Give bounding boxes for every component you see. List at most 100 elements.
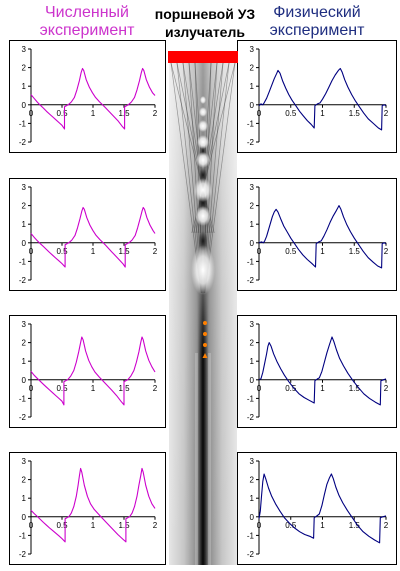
x-tick-label: 0 (29, 384, 34, 393)
y-tick-label: 0 (22, 239, 27, 248)
y-tick-label: 1 (22, 220, 27, 229)
x-tick-label: 1 (91, 247, 96, 256)
y-tick-label: 3 (250, 320, 255, 329)
x-tick-label: 2 (384, 109, 389, 118)
y-tick-label: 1 (250, 494, 255, 503)
waveform-line (258, 336, 387, 406)
x-tick-label: 0 (29, 109, 34, 118)
x-tick-label: 1 (320, 247, 325, 256)
x-tick-label: 0 (257, 109, 262, 118)
y-tick-label: 1 (250, 82, 255, 91)
y-tick-label: 3 (250, 45, 255, 54)
y-tick-label: 1 (250, 357, 255, 366)
numerical-plot-3: 3 2 1 0 -1 -2 0 0.5 1 1.5 2 (9, 315, 166, 428)
y-tick-label: -2 (19, 413, 27, 422)
numerical-experiment-heading: Численный эксперимент (0, 4, 174, 40)
waveform-line (258, 473, 387, 544)
physical-plot-3: 3 2 1 0 -1 -2 0 0.5 1 1.5 2 (237, 315, 397, 428)
y-tick-label: 2 (250, 339, 255, 348)
emitter-bar (168, 51, 238, 63)
y-tick-label: -2 (247, 413, 255, 422)
beam-bright-spot (194, 178, 212, 202)
x-tick-label: 0.5 (285, 384, 297, 393)
y-tick-label: -2 (247, 550, 255, 559)
beam-axis-dark-line (169, 283, 237, 565)
physical-heading-line1: Физический (273, 4, 361, 21)
x-tick-label: 0 (257, 521, 262, 530)
x-tick-label: 1 (320, 384, 325, 393)
numerical-plot-1: 3 2 1 0 -1 -2 0 0.5 1 1.5 2 (9, 40, 166, 153)
waveform-line (258, 67, 387, 131)
x-tick-label: 0.5 (285, 247, 297, 256)
y-tick-label: -1 (247, 119, 255, 128)
x-tick-label: 0.5 (56, 247, 68, 256)
waveform-line (30, 336, 156, 406)
x-tick-label: 1 (320, 521, 325, 530)
y-tick-label: 2 (22, 202, 27, 211)
x-tick-label: 0.5 (56, 109, 68, 118)
x-tick-label: 2 (153, 521, 158, 530)
x-tick-label: 2 (384, 384, 389, 393)
x-tick-label: 0 (257, 384, 262, 393)
y-tick-label: -1 (19, 394, 27, 403)
y-tick-label: 0 (250, 376, 255, 385)
physical-experiment-heading: Физический эксперимент (237, 4, 397, 40)
y-tick-label: 1 (22, 82, 27, 91)
beam-focal-spot (191, 245, 215, 295)
physical-heading-line2: эксперимент (269, 22, 365, 39)
y-tick-label: -2 (19, 276, 27, 285)
y-tick-label: -2 (247, 276, 255, 285)
waveform-line (30, 467, 156, 543)
emitter-heading-line1: поршневой УЗ (154, 6, 256, 22)
y-tick-label: 3 (22, 45, 27, 54)
x-tick-label: 1 (91, 109, 96, 118)
x-tick-label: 1.5 (118, 521, 130, 530)
focus-marker (203, 332, 207, 336)
x-tick-label: 2 (384, 521, 389, 530)
y-tick-label: -1 (247, 531, 255, 540)
numerical-plot-4: 3 2 1 0 -1 -2 0 0.5 1 1.5 2 (9, 452, 166, 565)
beam-bright-spot (195, 206, 211, 226)
beam-bright-spot (200, 96, 206, 104)
numerical-plot-2: 3 2 1 0 -1 -2 0 0.5 1 1.5 2 (9, 178, 166, 291)
y-tick-label: 0 (250, 513, 255, 522)
x-tick-label: 1.5 (349, 109, 361, 118)
x-tick-label: 1 (91, 521, 96, 530)
focus-marker (203, 321, 207, 325)
y-tick-label: 2 (22, 64, 27, 73)
y-tick-label: -1 (19, 119, 27, 128)
x-tick-label: 1 (91, 384, 96, 393)
x-tick-label: 2 (153, 109, 158, 118)
y-tick-label: -2 (19, 550, 27, 559)
emitter-heading-line2: излучатель (165, 24, 245, 40)
y-tick-label: 1 (22, 357, 27, 366)
x-tick-label: 2 (153, 384, 158, 393)
beam-bright-spot (198, 120, 208, 132)
x-tick-label: 0.5 (56, 521, 68, 530)
y-tick-label: 2 (22, 476, 27, 485)
y-tick-label: 1 (22, 494, 27, 503)
x-tick-label: 0 (29, 521, 34, 530)
y-tick-label: 3 (250, 457, 255, 466)
y-tick-label: 3 (22, 183, 27, 192)
beam-bright-spot (196, 152, 210, 168)
focus-marker (203, 343, 207, 347)
y-tick-label: 2 (250, 202, 255, 211)
y-tick-label: 3 (22, 457, 27, 466)
x-tick-label: 2 (153, 247, 158, 256)
beam-bright-spot (199, 107, 207, 117)
y-tick-label: -1 (19, 257, 27, 266)
waveform-line (30, 67, 156, 130)
focus-marker-triangle (202, 353, 208, 358)
numerical-heading-line1: Численный (45, 4, 129, 21)
y-tick-label: 0 (250, 239, 255, 248)
y-tick-label: 3 (22, 320, 27, 329)
x-tick-label: 0.5 (285, 109, 297, 118)
